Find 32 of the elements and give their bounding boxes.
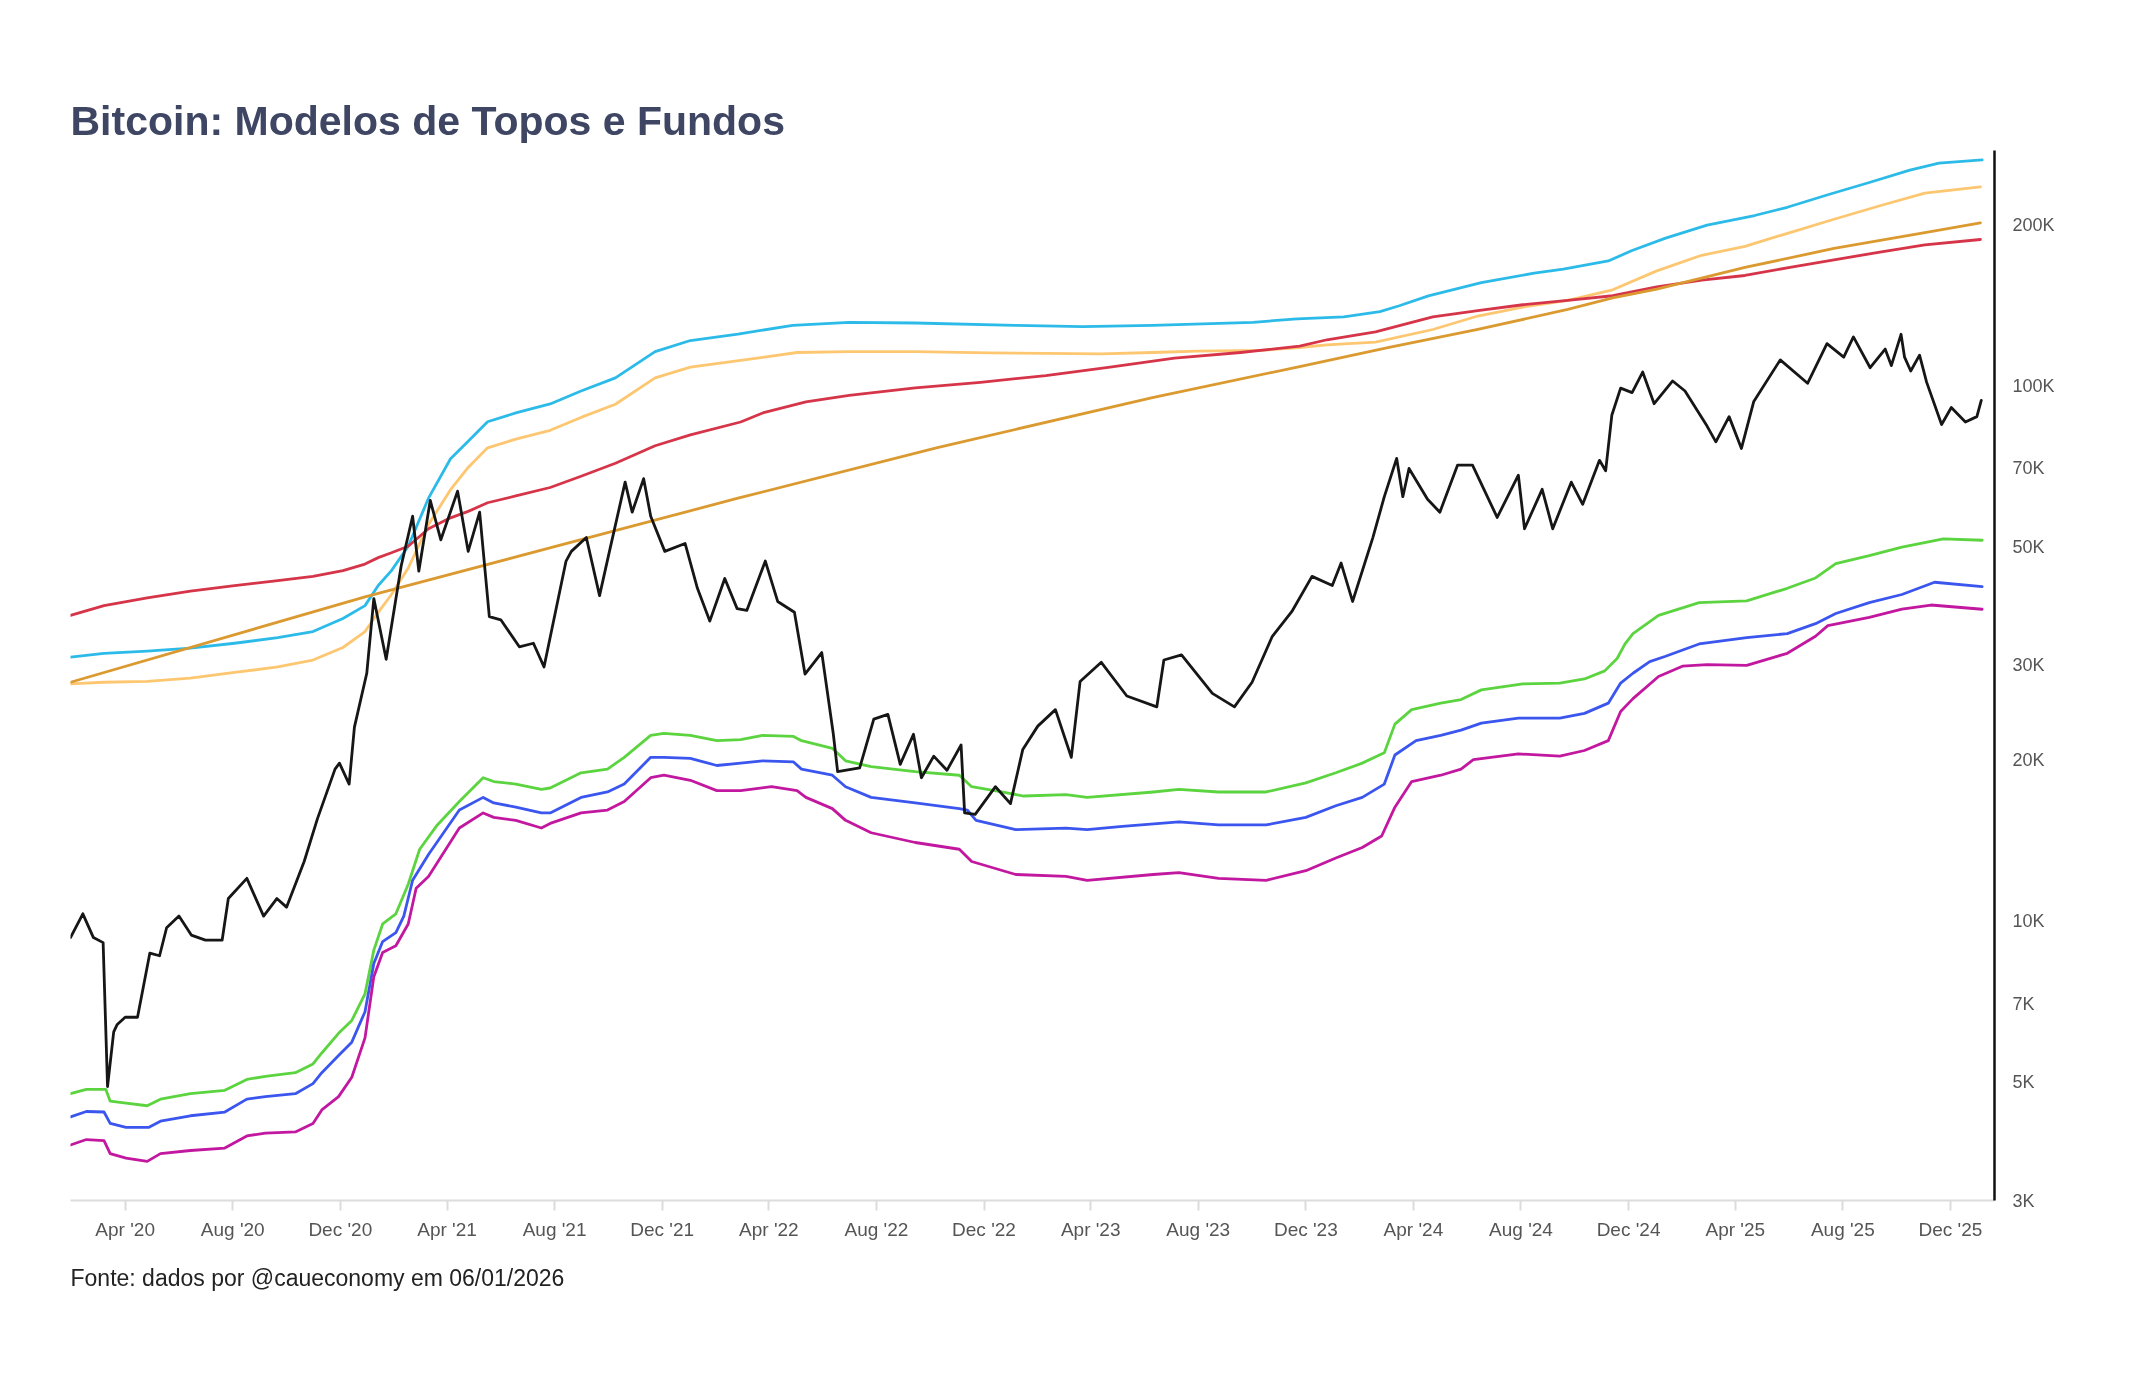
line-series [70,332,1983,1088]
y-tick-label: 3K [2012,1190,2035,1211]
y-tick-label: 50K [2012,536,2045,557]
x-tick-label: Aug '20 [200,1218,265,1240]
x-tick-label: Aug '25 [1810,1218,1875,1240]
y-tick-label: 10K [2012,910,2045,931]
x-tick-label: Aug '24 [1489,1218,1554,1240]
x-tick-label: Apr '20 [95,1218,155,1240]
x-tick-label: Apr '24 [1383,1218,1444,1240]
line-series [70,238,1982,617]
x-tick-label: Apr '22 [739,1218,799,1240]
x-tick-label: Dec '21 [630,1218,695,1240]
x-tick-label: Apr '25 [1705,1218,1766,1240]
x-tick-label: Dec '20 [308,1218,373,1240]
x-tick-label: Dec '24 [1596,1218,1661,1240]
y-tick-label: 20K [2012,749,2045,770]
chart-title: Bitcoin: Modelos de Topos e Fundos [70,97,785,144]
y-tick-label: 200K [2012,214,2055,235]
x-tick-label: Aug '23 [1166,1218,1231,1240]
x-tick-label: Aug '22 [844,1218,909,1240]
source-note: Fonte: dados por @caueconomy em 06/01/2026 [70,1264,565,1291]
x-tick-label: Aug '21 [522,1218,587,1240]
x-tick-label: Dec '23 [1273,1218,1338,1240]
x-tick-label: Dec '22 [952,1218,1016,1240]
y-tick-label: 30K [2012,655,2045,676]
y-tick-label: 5K [2012,1071,2035,1092]
y-tick-label: 70K [2012,458,2045,479]
y-tick-label: 7K [2012,993,2035,1014]
x-tick-label: Dec '25 [1918,1218,1983,1240]
y-tick-label: 100K [2012,375,2055,396]
x-tick-label: Apr '21 [417,1218,477,1240]
x-tick-label: Apr '23 [1060,1218,1121,1240]
